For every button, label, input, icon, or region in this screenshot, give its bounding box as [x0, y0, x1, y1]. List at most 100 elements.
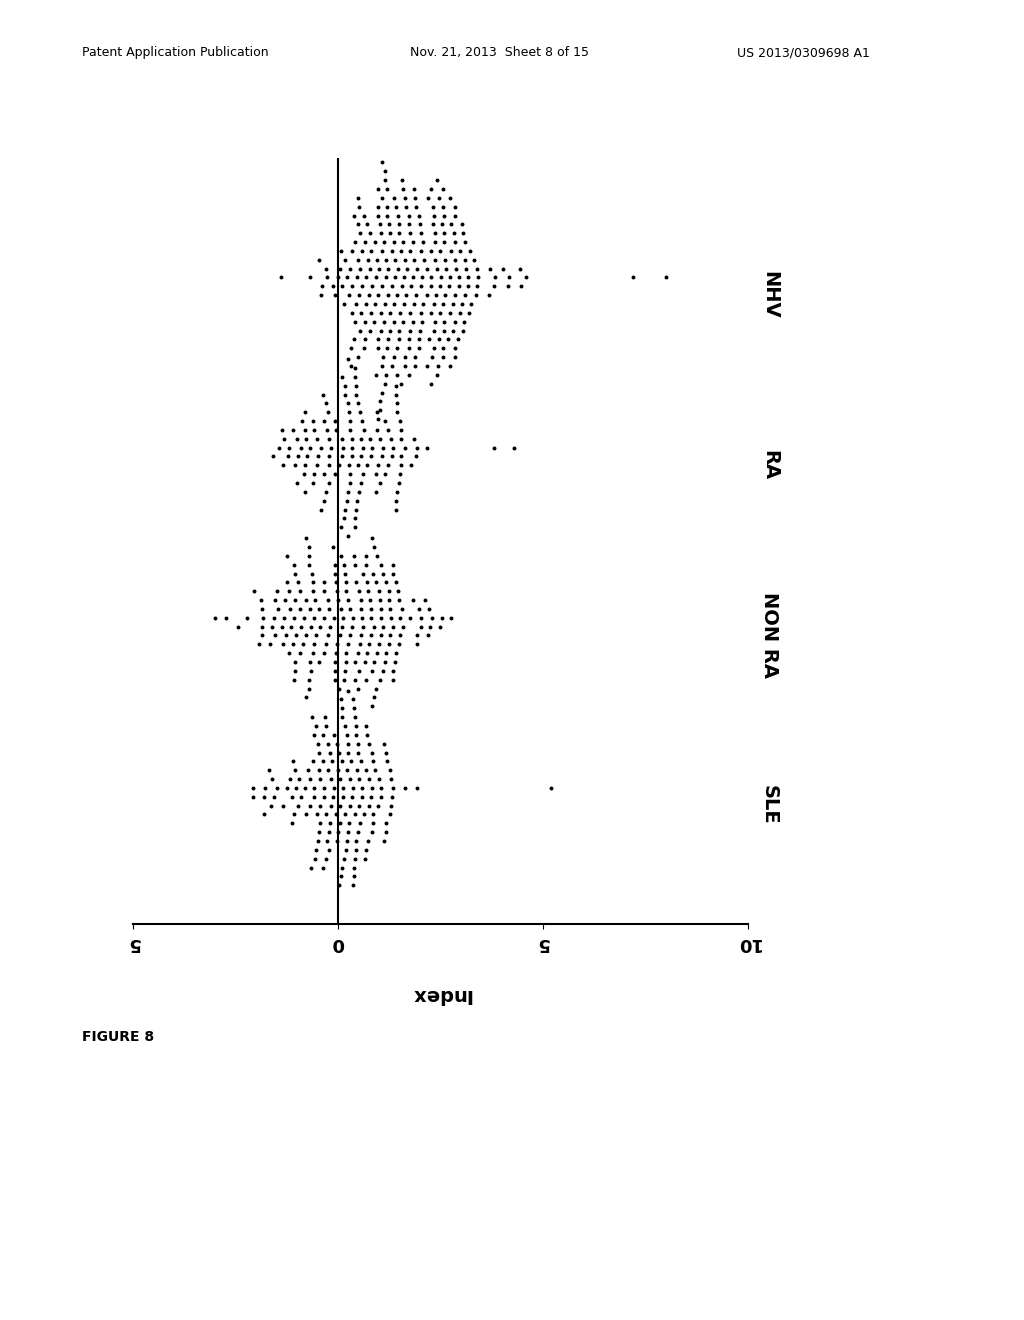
Point — [340, 525, 356, 546]
Point — [397, 355, 414, 376]
Point — [368, 267, 384, 288]
Point — [395, 267, 412, 288]
Point — [345, 866, 361, 887]
Point — [373, 624, 389, 645]
Point — [359, 830, 376, 851]
Point — [317, 706, 334, 727]
Point — [388, 499, 404, 520]
Point — [326, 607, 342, 628]
Point — [402, 455, 419, 477]
Point — [385, 554, 401, 576]
Point — [376, 231, 392, 252]
Point — [347, 312, 364, 333]
Point — [381, 634, 397, 655]
Point — [392, 455, 409, 477]
Point — [392, 420, 409, 441]
Point — [393, 446, 410, 467]
Point — [369, 420, 385, 441]
Point — [364, 821, 380, 842]
Text: Nov. 21, 2013  Sheet 8 of 15: Nov. 21, 2013 Sheet 8 of 15 — [410, 46, 589, 59]
Point — [293, 437, 309, 458]
Point — [313, 276, 330, 297]
Point — [446, 197, 463, 218]
Point — [404, 312, 421, 333]
Point — [370, 197, 386, 218]
Point — [431, 329, 447, 350]
Point — [307, 590, 324, 611]
Point — [390, 205, 407, 226]
Point — [351, 660, 368, 681]
Point — [391, 590, 408, 611]
Point — [253, 590, 269, 611]
Point — [388, 393, 404, 414]
Point — [355, 616, 372, 638]
Point — [435, 205, 452, 226]
Point — [307, 849, 324, 870]
Point — [207, 607, 223, 628]
Point — [337, 804, 353, 825]
Point — [372, 400, 388, 421]
Point — [385, 437, 401, 458]
Point — [368, 463, 384, 484]
Point — [342, 411, 358, 432]
Point — [360, 285, 377, 306]
Point — [330, 267, 346, 288]
Point — [282, 437, 298, 458]
Point — [347, 293, 364, 314]
Point — [416, 249, 432, 271]
Text: FIGURE 8: FIGURE 8 — [82, 1030, 154, 1044]
Point — [376, 312, 392, 333]
Point — [344, 787, 360, 808]
Point — [364, 696, 380, 717]
Point — [359, 581, 376, 602]
Point — [273, 616, 290, 638]
Point — [501, 267, 517, 288]
Point — [336, 554, 352, 576]
Point — [435, 197, 452, 218]
Point — [321, 598, 337, 619]
Point — [340, 393, 356, 414]
Point — [266, 590, 283, 611]
Point — [485, 437, 502, 458]
Point — [305, 581, 322, 602]
Point — [431, 616, 447, 638]
Point — [378, 643, 394, 664]
Point — [358, 669, 375, 690]
Point — [377, 652, 393, 673]
Point — [334, 428, 350, 449]
Point — [426, 319, 442, 341]
Point — [350, 285, 367, 306]
Point — [431, 302, 447, 323]
Point — [359, 643, 376, 664]
Point — [292, 598, 308, 619]
Point — [423, 276, 439, 297]
Point — [364, 437, 380, 458]
Point — [444, 293, 461, 314]
Point — [331, 678, 347, 700]
Point — [350, 347, 367, 368]
Point — [270, 437, 287, 458]
Point — [378, 267, 394, 288]
Point — [391, 214, 408, 235]
Point — [481, 285, 498, 306]
Point — [389, 482, 406, 503]
Point — [434, 178, 451, 199]
Point — [351, 634, 368, 655]
Point — [329, 581, 345, 602]
Text: Index: Index — [410, 985, 471, 1005]
Point — [402, 302, 419, 323]
Point — [359, 455, 376, 477]
Point — [338, 652, 354, 673]
Point — [357, 545, 374, 566]
Point — [254, 607, 270, 628]
Point — [372, 428, 388, 449]
Point — [318, 420, 335, 441]
Point — [337, 375, 353, 396]
Point — [287, 607, 303, 628]
Point — [340, 821, 356, 842]
Point — [230, 616, 247, 638]
Point — [390, 581, 407, 602]
Point — [336, 669, 352, 690]
Point — [337, 562, 353, 583]
Point — [369, 545, 385, 566]
